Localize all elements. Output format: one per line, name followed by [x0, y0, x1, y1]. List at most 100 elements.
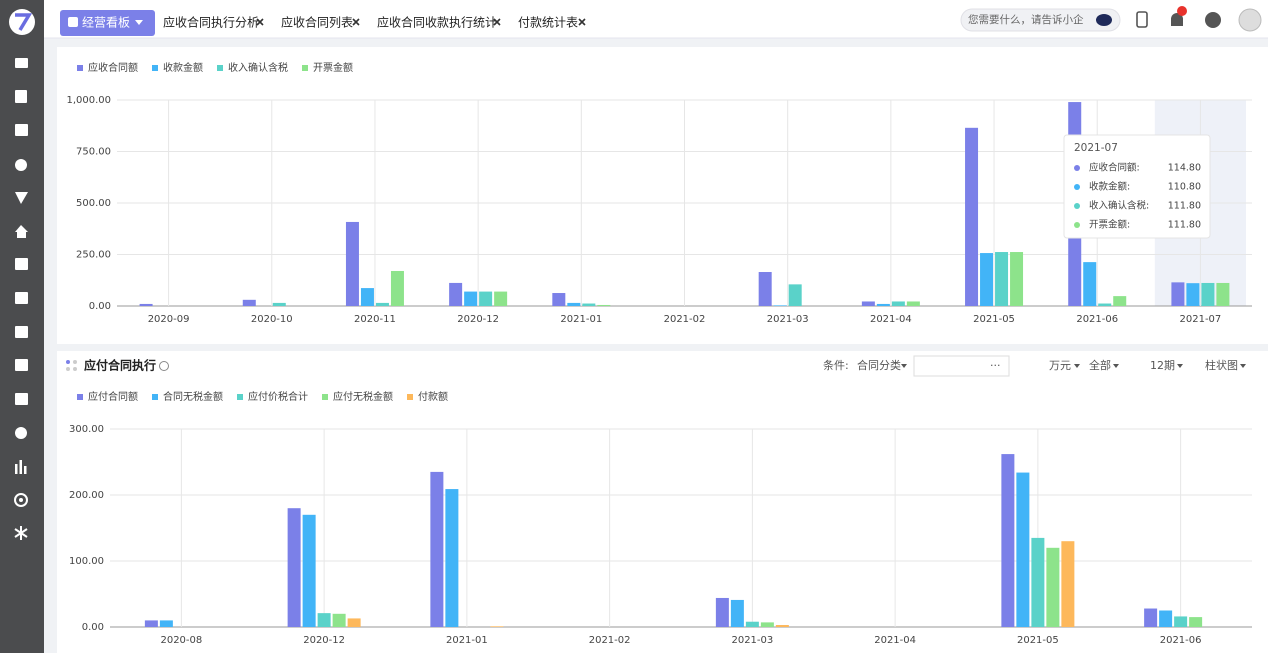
search-box[interactable] — [960, 8, 1121, 32]
assistant-icon[interactable] — [1096, 14, 1112, 26]
legend-swatch — [237, 394, 243, 400]
avatar[interactable] — [1238, 8, 1262, 32]
bar — [715, 597, 729, 627]
badge — [1177, 6, 1187, 16]
x-tick-label: 2020-09 — [148, 314, 190, 325]
y-tick-label: 0.00 — [82, 622, 104, 633]
tooltip-value: 110.80 — [1168, 182, 1201, 193]
tooltip-dot — [1074, 203, 1080, 209]
bar — [1031, 537, 1045, 627]
active-tab[interactable] — [60, 10, 155, 36]
title-icon — [66, 360, 77, 371]
condition-input[interactable] — [913, 355, 1010, 377]
legend-label: 应付合同额 — [88, 390, 138, 403]
scope-select[interactable]: 全部 — [1089, 358, 1111, 372]
bar — [758, 272, 772, 306]
panel-title: 应付合同执行 — [84, 358, 156, 373]
y-tick-label: 200.00 — [69, 490, 104, 501]
sidebar-icons[interactable] — [14, 58, 28, 540]
legend-swatch — [152, 394, 158, 400]
bar — [445, 489, 459, 627]
y-tick-label: 500.00 — [76, 198, 111, 209]
bar — [1186, 283, 1200, 306]
refresh-icon[interactable] — [159, 361, 169, 371]
legend-label: 收款金额 — [163, 61, 203, 74]
x-tick-label: 2021-01 — [446, 635, 488, 646]
bar — [159, 620, 173, 627]
tab-label[interactable]: 经营看板 — [82, 16, 130, 30]
bar — [317, 613, 331, 627]
x-tick-label: 2020-11 — [354, 314, 396, 325]
chart-kind-select[interactable]: 柱状图 — [1205, 358, 1238, 372]
dropdown-arrow — [1113, 364, 1119, 368]
logo-mark — [15, 13, 33, 31]
bar — [302, 514, 316, 627]
x-tick-label: 2021-07 — [1180, 314, 1222, 325]
bar — [582, 303, 596, 306]
tab-close-icons[interactable] — [256, 18, 586, 26]
help-icon[interactable] — [1205, 12, 1221, 28]
x-tick-label: 2020-12 — [457, 314, 499, 325]
tooltip-title: 2021-07 — [1074, 142, 1118, 154]
y-tick-label: 300.00 — [69, 424, 104, 435]
tooltip-value: 111.80 — [1168, 201, 1201, 212]
period-select[interactable]: 12期 — [1150, 359, 1175, 372]
x-tick-label: 2021-04 — [870, 314, 912, 325]
bell-icon[interactable] — [1171, 13, 1183, 26]
tooltip-label: 收入确认含税: — [1089, 200, 1149, 212]
bar — [1171, 282, 1185, 306]
bar — [272, 302, 286, 306]
tooltip-label: 开票金额: — [1089, 219, 1130, 231]
bar — [144, 620, 158, 627]
legend-label: 付款额 — [418, 390, 448, 403]
dropdown-arrow — [901, 364, 907, 368]
x-tick-label: 2020-08 — [160, 635, 202, 646]
more-button[interactable]: ··· — [990, 359, 1001, 372]
y-tick-label: 100.00 — [69, 556, 104, 567]
bar — [479, 291, 493, 306]
bar — [745, 621, 759, 627]
dropdown-arrow — [135, 20, 143, 25]
tab-label[interactable]: 应收合同收款执行统计 — [377, 15, 497, 30]
tooltip-value: 114.80 — [1168, 163, 1201, 174]
y-tick-label: 750.00 — [76, 147, 111, 158]
tooltip-box — [1063, 134, 1211, 239]
x-tick-label: 2020-12 — [303, 635, 345, 646]
x-tick-label: 2021-04 — [874, 635, 916, 646]
legend-swatch — [302, 65, 308, 71]
tab-label[interactable]: 应收合同列表 — [281, 15, 353, 30]
condition-label: 条件: — [823, 358, 849, 372]
bar — [597, 304, 611, 306]
legend-label: 应付价税合计 — [248, 390, 308, 403]
bar — [1016, 472, 1030, 627]
y-tick-label: 1,000.00 — [66, 95, 111, 106]
bar — [773, 305, 787, 306]
tab-label[interactable]: 应收合同执行分析 — [163, 15, 259, 30]
x-tick-label: 2021-06 — [1160, 635, 1202, 646]
x-tick-label: 2021-03 — [731, 635, 773, 646]
bar — [1174, 616, 1188, 627]
unit-select[interactable]: 万元 — [1049, 359, 1071, 372]
logo[interactable] — [9, 9, 35, 35]
bar — [464, 291, 478, 306]
bar — [965, 127, 979, 306]
bar — [449, 282, 463, 306]
bar — [1001, 454, 1015, 627]
tooltip-dot — [1074, 184, 1080, 190]
legend-swatch — [322, 394, 328, 400]
bar — [876, 303, 890, 306]
search-placeholder[interactable]: 您需要什么，请告诉小企 — [968, 13, 1084, 26]
bar — [287, 508, 301, 627]
legend-swatch — [217, 65, 223, 71]
bar — [567, 302, 581, 306]
tooltip-dot — [1074, 165, 1080, 171]
y-tick-label: 250.00 — [76, 250, 111, 261]
x-tick-label: 2021-02 — [664, 314, 706, 325]
bar — [1201, 282, 1215, 306]
phone-icon[interactable] — [1136, 11, 1148, 28]
condition-select[interactable]: 合同分类 — [857, 358, 901, 372]
tab-label[interactable]: 付款统计表 — [518, 16, 578, 30]
bar — [906, 301, 920, 306]
bar — [430, 471, 444, 627]
bar — [980, 253, 994, 306]
